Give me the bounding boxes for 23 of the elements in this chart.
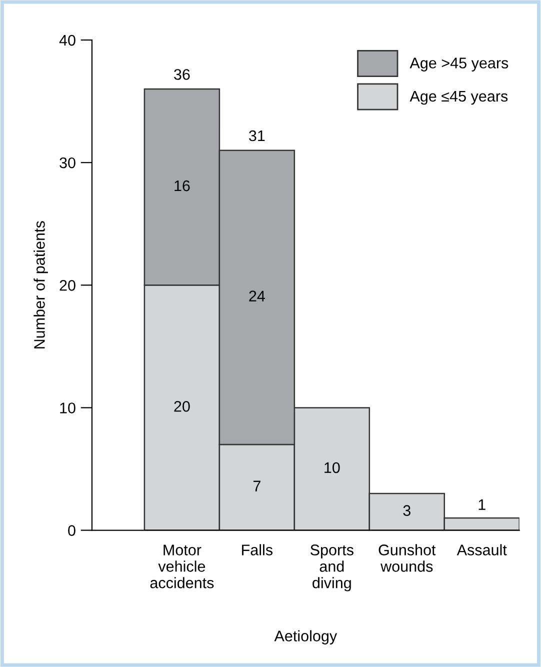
data-label: 1 bbox=[478, 499, 486, 510]
data-label: 7 bbox=[253, 480, 260, 492]
y-tick-label: 10 bbox=[60, 402, 76, 414]
x-tick-label: Falls bbox=[242, 544, 273, 556]
data-label: 20 bbox=[174, 400, 190, 412]
total-label: 31 bbox=[249, 130, 265, 142]
x-tick-label: Motor vehicle accidents bbox=[150, 544, 214, 588]
y-tick-label: 40 bbox=[59, 34, 76, 46]
total-label: 36 bbox=[174, 69, 190, 80]
data-label: 16 bbox=[174, 180, 190, 192]
x-axis-title: Aetiology bbox=[274, 630, 338, 644]
x-tick-label: Assault bbox=[456, 544, 507, 556]
y-tick-label: 0 bbox=[68, 525, 76, 536]
y-tick-label: 20 bbox=[60, 280, 76, 291]
legend-label: Age ≤45 years bbox=[410, 91, 508, 105]
y-axis-title: Number of patients bbox=[34, 221, 48, 348]
data-label: 3 bbox=[403, 505, 410, 516]
legend-label: Age >45 years bbox=[410, 58, 508, 72]
data-label: 10 bbox=[324, 462, 340, 474]
data-label: 24 bbox=[249, 290, 265, 302]
y-tick-label: 30 bbox=[60, 157, 76, 168]
x-tick-label: Sports and diving bbox=[310, 544, 354, 592]
x-tick-label: Gunshot wounds bbox=[378, 544, 436, 572]
